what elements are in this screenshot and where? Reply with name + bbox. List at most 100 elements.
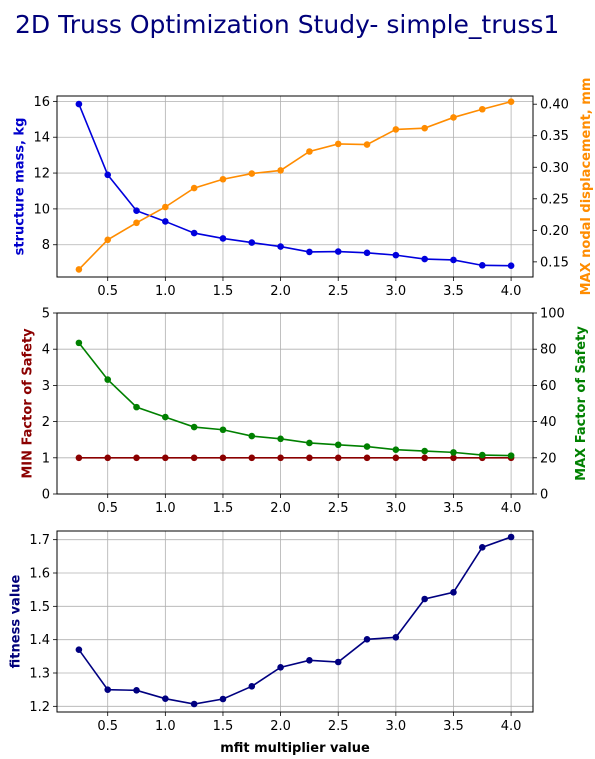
chart3-left-point	[479, 544, 486, 551]
chart2-ytick-left-label: 1	[42, 451, 50, 466]
chart1-xtick-label: 1.0	[155, 284, 176, 299]
chart2-ytick-right-label: 80	[540, 343, 557, 358]
chart1-right-point	[421, 125, 428, 132]
chart1-left-point	[421, 256, 428, 263]
chart3-ytick-left-label: 1.6	[29, 567, 50, 582]
chart3-xtick-label: 2.0	[270, 719, 291, 734]
chart2-left-point	[220, 455, 227, 462]
chart1-xtick-label: 2.5	[328, 284, 349, 299]
chart2-ytick-right-label: 0	[540, 488, 548, 503]
chart1-right-point	[306, 148, 313, 155]
chart3-xtick-label: 0.5	[97, 719, 118, 734]
chart1-right-point	[133, 219, 140, 226]
chart2-left-point	[364, 455, 371, 462]
chart1-right-point	[277, 167, 284, 174]
chart2-right-point	[133, 404, 140, 411]
chart2-ytick-left-label: 2	[42, 415, 50, 430]
chart3-ytick-left-label: 1.4	[29, 633, 50, 648]
chart3-frame	[57, 531, 533, 712]
chart3-xtick-label: 3.5	[443, 719, 464, 734]
chart3-left-axis-label: fitness value	[9, 574, 24, 668]
chart2-right-point	[104, 376, 111, 383]
chart1-left-point	[508, 262, 515, 269]
chart2-right-point	[248, 433, 255, 440]
chart1-right-series-line	[79, 102, 511, 270]
chart2-right-point	[220, 426, 227, 433]
chart1-right-point	[76, 266, 83, 273]
chart2-xtick-label: 0.5	[97, 501, 118, 516]
chart1-right-point	[479, 106, 486, 113]
chart3-left-point	[393, 634, 400, 641]
chart1-left-point	[335, 248, 342, 255]
chart3-left-point	[335, 659, 342, 666]
chart1-left-axis-label: structure mass, kg	[13, 118, 28, 256]
chart3-xtick-label: 1.0	[155, 719, 176, 734]
chart3-left-point	[277, 664, 284, 671]
chart1-left-point	[162, 218, 169, 225]
chart1-left-point	[277, 243, 284, 250]
chart2-right-point	[421, 448, 428, 455]
chart2-right-point	[450, 449, 457, 456]
chart1-xtick-label: 0.5	[97, 284, 118, 299]
chart1-ytick-left-label: 12	[33, 167, 50, 182]
chart2-xtick-label: 2.0	[270, 501, 291, 516]
chart2-right-series-line	[79, 343, 511, 456]
chart1-left-point	[104, 172, 111, 179]
chart3-left-point	[421, 596, 428, 603]
chart1-xtick-label: 3.0	[386, 284, 407, 299]
chart1-left-series-line	[79, 104, 511, 266]
chart1-right-point	[393, 126, 400, 133]
chart2-ytick-left-label: 5	[42, 307, 50, 322]
chart2-right-point	[508, 452, 515, 459]
chart2-ytick-right-label: 100	[540, 307, 565, 322]
chart2-left-point	[421, 455, 428, 462]
chart1-right-point	[104, 236, 111, 243]
chart2-xtick-label: 2.5	[328, 501, 349, 516]
chart3-ytick-left-label: 1.5	[29, 600, 50, 615]
chart1-right-point	[162, 204, 169, 211]
chart3-left-point	[162, 695, 169, 702]
chart3-left-point	[306, 657, 313, 664]
chart1-right-point	[220, 176, 227, 183]
chart2-xtick-label: 1.5	[213, 501, 234, 516]
chart2-left-point	[335, 455, 342, 462]
chart2-xtick-label: 4.0	[501, 501, 522, 516]
chart2-xtick-label: 3.5	[443, 501, 464, 516]
chart2-xtick-label: 3.0	[386, 501, 407, 516]
chart1-right-point	[450, 114, 457, 121]
chart2-frame	[57, 313, 533, 494]
chart1-left-point	[450, 257, 457, 264]
chart1-right-point	[364, 141, 371, 148]
chart1-xtick-label: 4.0	[501, 284, 522, 299]
chart2-right-point	[76, 340, 83, 347]
chart1-right-point	[335, 141, 342, 148]
chart2-left-point	[162, 455, 169, 462]
chart1-ytick-left-label: 16	[33, 95, 50, 110]
chart1-left-point	[479, 262, 486, 269]
chart1-left-point	[364, 250, 371, 257]
chart1-right-point	[248, 170, 255, 177]
chart1-right-point	[508, 98, 515, 105]
chart1-ytick-left-label: 8	[42, 238, 50, 253]
chart1-right-point	[191, 185, 198, 192]
chart1-left-point	[133, 207, 140, 214]
chart3-left-point	[191, 701, 198, 708]
chart1-xtick-label: 3.5	[443, 284, 464, 299]
chart3-left-point	[248, 683, 255, 690]
chart2-ytick-left-label: 0	[42, 488, 50, 503]
chart2-right-point	[364, 443, 371, 450]
chart2-right-point	[393, 446, 400, 453]
chart2-right-point	[479, 452, 486, 459]
chart3-ytick-left-label: 1.2	[29, 700, 50, 715]
chart1-left-point	[393, 252, 400, 259]
chart2-right-point	[335, 441, 342, 448]
chart2-left-point	[133, 455, 140, 462]
chart3-left-point	[104, 686, 111, 693]
chart1-ytick-right-label: 0.15	[540, 255, 569, 270]
chart1-left-point	[220, 235, 227, 242]
chart3-x-axis-label: mfit multiplier value	[220, 741, 370, 756]
chart3-ytick-left-label: 1.3	[29, 667, 50, 682]
chart1-ytick-right-label: 0.25	[540, 192, 569, 207]
